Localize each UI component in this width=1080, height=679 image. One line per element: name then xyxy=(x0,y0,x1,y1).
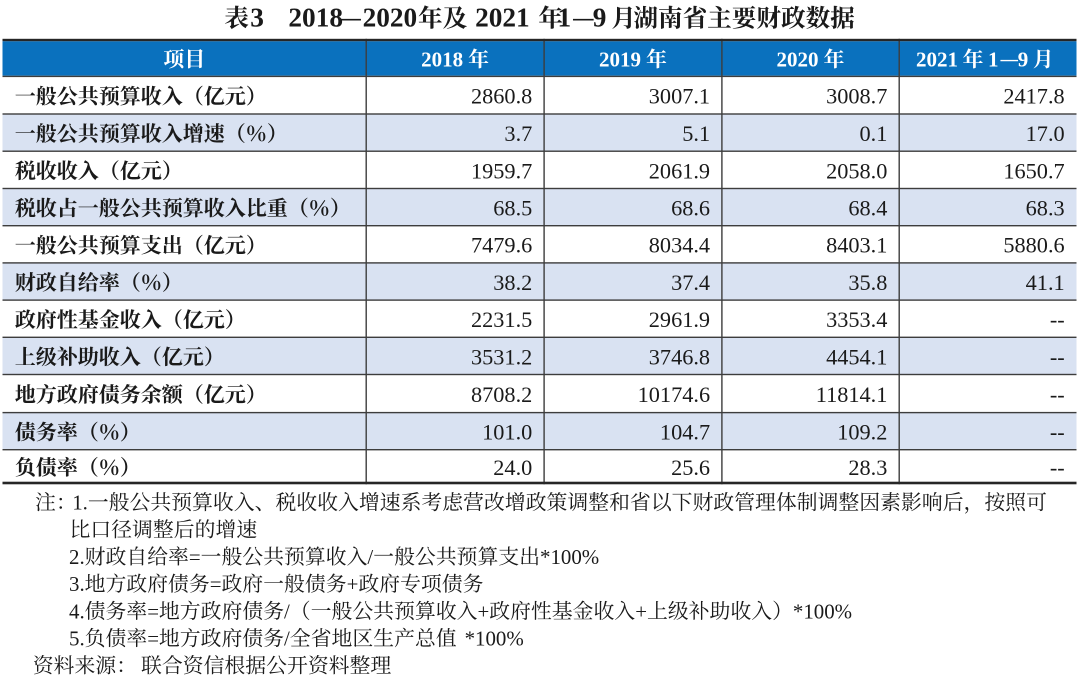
svg-text:101.0: 101.0 xyxy=(482,420,532,445)
svg-text:8708.2: 8708.2 xyxy=(471,382,532,407)
svg-text:=: = xyxy=(147,599,159,623)
svg-text:/: / xyxy=(367,545,373,569)
svg-text:41.1: 41.1 xyxy=(1026,270,1065,295)
svg-text:*100%: *100% xyxy=(540,545,599,569)
svg-text:2961.9: 2961.9 xyxy=(649,307,710,332)
svg-text:--: -- xyxy=(1050,344,1065,369)
svg-text:8403.1: 8403.1 xyxy=(826,233,887,258)
svg-text:2061.9: 2061.9 xyxy=(649,158,710,183)
svg-text:28.3: 28.3 xyxy=(848,455,887,480)
svg-text:--: -- xyxy=(1050,307,1065,332)
svg-text:2018: 2018 xyxy=(421,48,463,72)
svg-text:3007.1: 3007.1 xyxy=(649,84,710,109)
svg-text:104.7: 104.7 xyxy=(660,420,710,445)
svg-text:3: 3 xyxy=(250,3,264,33)
svg-text:5.1: 5.1 xyxy=(682,121,710,146)
svg-text:*100%: *100% xyxy=(465,627,524,651)
svg-text:5880.6: 5880.6 xyxy=(1003,233,1064,258)
svg-text:=: = xyxy=(210,572,222,596)
svg-text:2.: 2. xyxy=(69,545,85,569)
svg-text:17.0: 17.0 xyxy=(1026,121,1065,146)
svg-text:2018: 2018 xyxy=(288,3,343,33)
svg-text:25.6: 25.6 xyxy=(671,455,710,480)
svg-text:2231.5: 2231.5 xyxy=(471,307,532,332)
svg-text:68.6: 68.6 xyxy=(671,196,710,221)
svg-text:1650.7: 1650.7 xyxy=(1003,158,1064,183)
svg-text:3353.4: 3353.4 xyxy=(826,307,887,332)
svg-text:2021: 2021 xyxy=(916,48,958,72)
svg-text:2019: 2019 xyxy=(599,48,641,72)
svg-text:2860.8: 2860.8 xyxy=(471,84,532,109)
svg-text:--: -- xyxy=(1050,455,1065,480)
svg-text:/: / xyxy=(284,599,290,623)
svg-text:8034.4: 8034.4 xyxy=(649,233,710,258)
svg-text:2058.0: 2058.0 xyxy=(826,158,887,183)
svg-text:+: + xyxy=(635,599,647,623)
svg-text:=: = xyxy=(189,545,201,569)
svg-text:3746.8: 3746.8 xyxy=(649,344,710,369)
svg-text:11814.1: 11814.1 xyxy=(816,382,888,407)
svg-text:--: -- xyxy=(1050,420,1065,445)
svg-text:4454.1: 4454.1 xyxy=(826,344,887,369)
svg-text:+: + xyxy=(478,599,490,623)
svg-text:68.4: 68.4 xyxy=(848,196,887,221)
svg-text:10174.6: 10174.6 xyxy=(638,382,710,407)
svg-text:38.2: 38.2 xyxy=(493,270,532,295)
svg-text:1959.7: 1959.7 xyxy=(471,158,532,183)
svg-text:3008.7: 3008.7 xyxy=(826,84,887,109)
svg-text:3.: 3. xyxy=(69,572,85,596)
svg-text:109.2: 109.2 xyxy=(837,420,887,445)
svg-text:24.0: 24.0 xyxy=(493,455,532,480)
svg-text:68.3: 68.3 xyxy=(1026,196,1065,221)
svg-text:2020: 2020 xyxy=(777,48,819,72)
svg-text:=: = xyxy=(147,627,159,651)
svg-text:0.1: 0.1 xyxy=(860,121,888,146)
svg-text:3.7: 3.7 xyxy=(504,121,532,146)
svg-text:1.: 1. xyxy=(72,491,88,515)
svg-text:2021: 2021 xyxy=(475,3,530,33)
svg-text:5.: 5. xyxy=(69,627,85,651)
svg-text:/: / xyxy=(284,627,290,651)
svg-text:*100%: *100% xyxy=(793,599,852,623)
svg-text:2417.8: 2417.8 xyxy=(1003,84,1064,109)
svg-text:--: -- xyxy=(1050,382,1065,407)
svg-text:4.: 4. xyxy=(69,599,85,623)
svg-text:9: 9 xyxy=(593,3,607,33)
svg-text:1: 1 xyxy=(558,3,572,33)
svg-text:1: 1 xyxy=(988,48,999,72)
svg-text:9: 9 xyxy=(1018,48,1028,72)
svg-text:3531.2: 3531.2 xyxy=(471,344,532,369)
svg-text:35.8: 35.8 xyxy=(848,270,887,295)
svg-text:68.5: 68.5 xyxy=(493,196,532,221)
svg-text:37.4: 37.4 xyxy=(671,270,710,295)
svg-text:2020: 2020 xyxy=(363,3,418,33)
svg-text:7479.6: 7479.6 xyxy=(471,233,532,258)
svg-text:+: + xyxy=(347,572,359,596)
